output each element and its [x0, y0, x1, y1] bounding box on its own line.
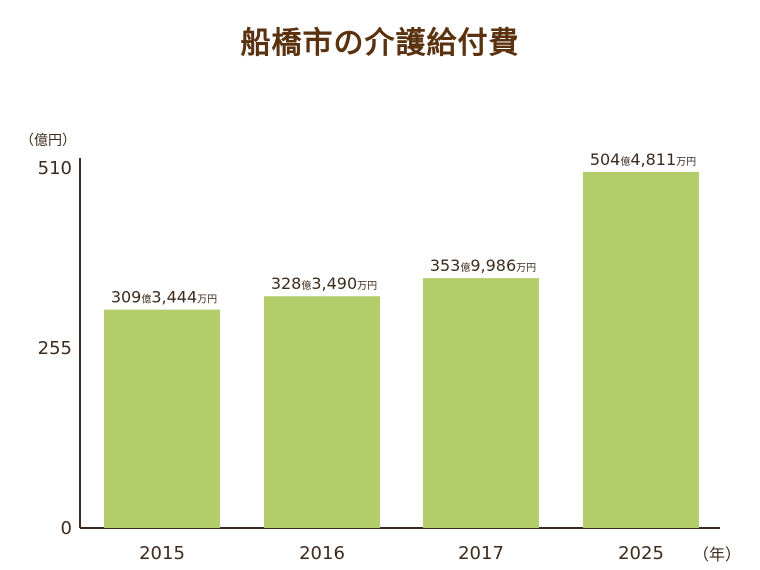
- data-label-2017: 353億9,986万円: [430, 256, 536, 275]
- x-tick-label: 2016: [299, 543, 345, 564]
- chart-title: 船橋市の介護給付費: [240, 26, 520, 61]
- x-tick-label: 2015: [139, 543, 185, 564]
- bar-2016: [264, 296, 380, 528]
- y-tick-label: 0: [61, 518, 72, 539]
- y-tick-label: 510: [38, 158, 72, 179]
- x-axis-unit-label: （年）: [693, 545, 742, 564]
- x-tick-label: 2017: [458, 543, 504, 564]
- data-label-2016: 328億3,490万円: [271, 274, 377, 293]
- data-label-2025: 504億4,811万円: [590, 150, 696, 169]
- y-tick-label: 255: [38, 338, 72, 359]
- bar-2017: [423, 278, 539, 528]
- y-axis-unit-label: （億円）: [20, 133, 76, 149]
- x-tick-label: 2025: [618, 543, 664, 564]
- bar-2015: [104, 309, 220, 528]
- data-label-2015: 309億3,444万円: [111, 288, 217, 307]
- bar-2025: [583, 171, 699, 528]
